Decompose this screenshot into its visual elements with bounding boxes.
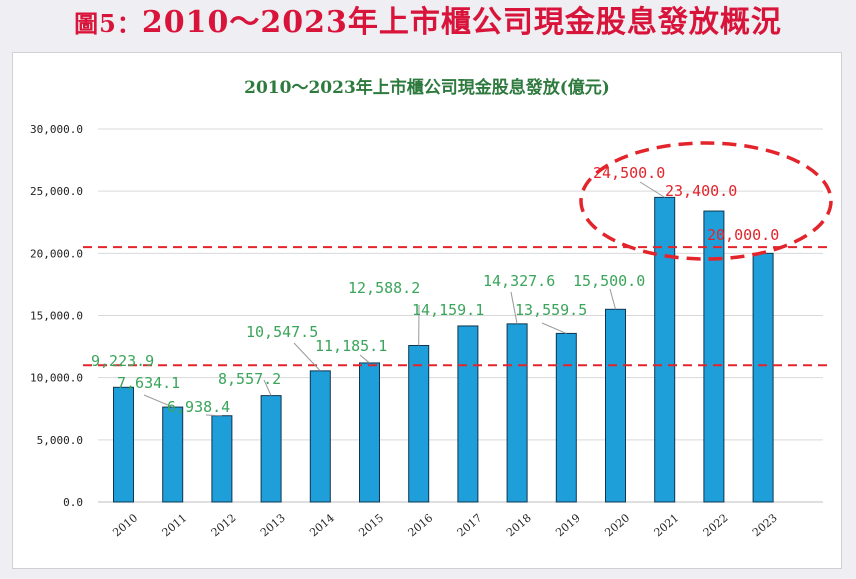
bar-2016: [408, 344, 430, 503]
data-labels: 9,223.9 7,634.1 6,938.4 8,557.2 10,547.511,1…: [91, 164, 779, 416]
bar-2011: [162, 406, 184, 503]
x-tick-label: 2019: [553, 511, 583, 539]
x-tick-label: 2011: [160, 511, 190, 539]
data-label-2018: 14,327.6: [483, 272, 555, 290]
data-label-2016: 12,588.2: [348, 279, 420, 297]
x-tick-label: 2017: [455, 511, 485, 539]
bar-2017: [457, 325, 479, 503]
y-axis: 0.0 5,000.0 10,000.0 15,000.0 20,000.0 25,000…: [30, 123, 83, 509]
highlight-ellipse: [579, 141, 833, 261]
bar-2012: [211, 415, 233, 503]
leader-lines: [143, 181, 665, 417]
data-label-2019: 13,559.5: [515, 301, 587, 319]
bar-2010: [113, 386, 134, 503]
figure-label: 圖5：: [74, 9, 142, 38]
data-label-2021: 24,500.0: [593, 164, 665, 182]
leader-line: [205, 414, 222, 417]
leader-line: [293, 342, 321, 372]
x-tick-label: 2018: [504, 511, 534, 539]
y-tick-label: 15,000.0: [30, 310, 83, 323]
bars: [113, 196, 774, 503]
x-axis: 2010 2011 2012 2013 2014 2015 2016 2017 2018 2019…: [110, 511, 779, 539]
bar-2018: [506, 323, 528, 503]
bar-chart: 0.0 5,000.0 10,000.0 15,000.0 20,000.0 25,000…: [30, 77, 833, 539]
data-label-2013: 8,557.2: [218, 370, 281, 388]
bar-2015: [359, 362, 380, 503]
data-label-2022: 23,400.0: [665, 182, 737, 200]
leader-line: [510, 291, 518, 324]
data-label-2014: 10,547.5: [246, 323, 318, 341]
x-tick-label: 2014: [307, 511, 337, 539]
data-label-2012: 6,938.4: [167, 398, 230, 416]
data-label-2020: 15,500.0: [573, 272, 645, 290]
data-label-2011: 7,634.1: [117, 374, 180, 392]
leader-line: [639, 181, 665, 198]
y-tick-label: 10,000.0: [30, 372, 83, 385]
bar-2013: [260, 395, 282, 503]
bar-2022: [703, 210, 725, 503]
chart-panel: 0.0 5,000.0 10,000.0 15,000.0 20,000.0 25,000…: [12, 52, 842, 569]
x-tick-label: 2022: [701, 511, 731, 539]
data-label-2017: 14,159.1: [412, 301, 484, 319]
figure-title-text: 2010～2023年上市櫃公司現金股息發放概況: [141, 5, 782, 40]
x-tick-label: 2010: [110, 511, 140, 539]
data-label-2015: 11,185.1: [315, 337, 387, 355]
data-label-2023: 20,000.0: [707, 226, 779, 244]
bar-2021: [654, 196, 676, 503]
y-tick-label: 5,000.0: [37, 434, 83, 447]
leader-line: [609, 288, 616, 310]
reference-lines: [83, 246, 833, 367]
figure-title: 圖5：2010～2023年上市櫃公司現金股息發放概況: [0, 0, 856, 46]
bar-2020: [605, 308, 626, 503]
leader-line: [263, 379, 272, 396]
bar-2014: [309, 370, 331, 503]
leader-line: [143, 394, 173, 408]
x-tick-label: 2012: [209, 511, 239, 539]
data-label-2010: 9,223.9: [91, 352, 154, 370]
x-tick-label: 2016: [406, 511, 436, 539]
y-tick-label: 25,000.0: [30, 185, 83, 198]
chart-title: 2010～2023年上市櫃公司現金股息發放(億元): [244, 77, 610, 98]
y-tick-label: 0.0: [63, 496, 83, 509]
x-tick-label: 2015: [356, 511, 386, 539]
leader-line: [359, 354, 370, 364]
bar-2019: [555, 332, 577, 503]
leader-line: [541, 322, 567, 334]
x-tick-label: 2021: [652, 511, 682, 539]
y-tick-label: 30,000.0: [30, 123, 83, 136]
bar-2023: [752, 252, 774, 503]
x-tick-label: 2020: [602, 511, 632, 539]
y-tick-label: 20,000.0: [30, 247, 83, 260]
x-tick-label: 2023: [750, 511, 780, 539]
x-tick-label: 2013: [258, 511, 288, 539]
